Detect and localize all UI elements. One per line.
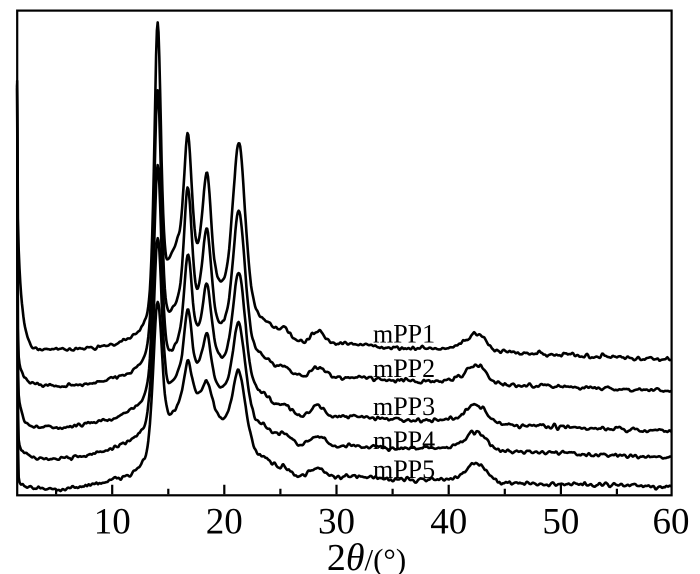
svg-text:20: 20 [206, 502, 243, 543]
svg-text:50: 50 [542, 502, 579, 543]
svg-text:30: 30 [318, 502, 355, 543]
svg-text:40: 40 [430, 502, 467, 543]
svg-text:2θ/(°): 2θ/(°) [327, 537, 406, 574]
svg-text:mPP3: mPP3 [373, 392, 435, 421]
svg-text:mPP1: mPP1 [373, 320, 435, 349]
svg-text:mPP2: mPP2 [373, 354, 435, 383]
svg-text:mPP4: mPP4 [373, 426, 435, 455]
svg-text:10: 10 [94, 502, 131, 543]
svg-text:mPP5: mPP5 [373, 455, 435, 484]
svg-text:60: 60 [653, 502, 690, 543]
